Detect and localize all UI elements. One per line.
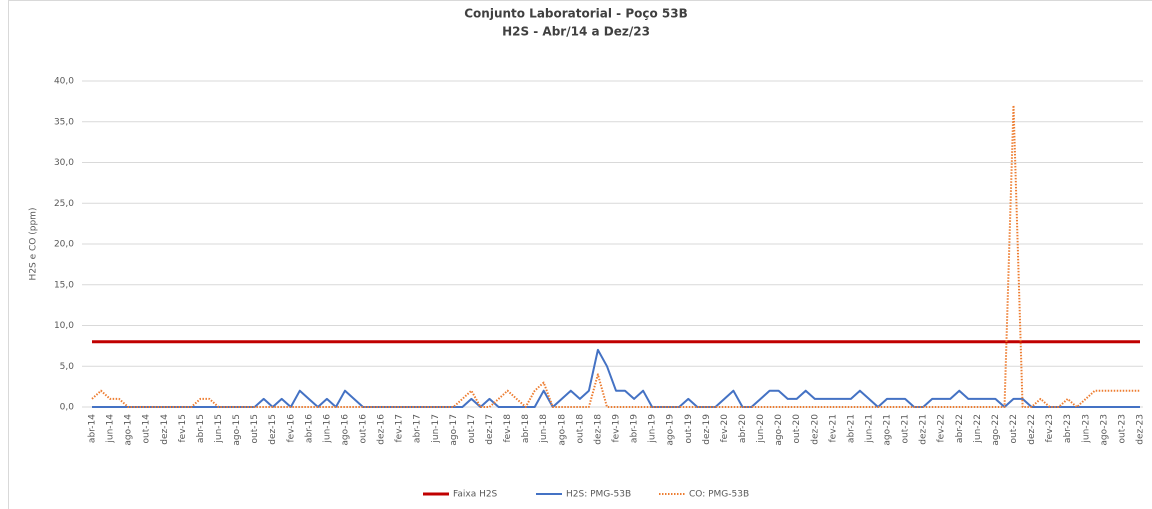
x-tick-label: fev-16 [286,414,296,443]
x-tick-label: abr-19 [630,414,640,443]
x-tick-label: out-19 [684,414,694,444]
y-axis-label: H2S e CO (ppm) [29,208,39,281]
y-tick-label: 25,0 [54,199,74,209]
x-tick-label: ago-16 [340,414,350,446]
series-line [91,104,1140,408]
x-tick-label: jun-21 [864,414,874,444]
y-tick-label: 35,0 [54,117,74,127]
legend-label: Faixa H2S [453,490,498,500]
y-tick-label: 15,0 [54,280,74,290]
chart-frame [8,0,1152,509]
x-tick-label: jun-18 [539,414,549,444]
x-tick-label: out-15 [250,414,260,443]
legend-label: CO: PMG-53B [689,490,749,500]
x-tick-label: dez-19 [702,414,712,445]
x-tick-label: dez-20 [810,414,820,445]
x-tick-label: fev-18 [503,414,513,443]
x-tick-label: out-22 [1009,414,1019,443]
x-tick-label: dez-23 [1136,414,1146,445]
x-tick-label: dez-18 [593,414,603,445]
x-tick-label: ago-18 [557,414,567,446]
x-tick-label: abr-20 [738,414,748,443]
x-tick-label: jun-17 [431,414,441,444]
legend-label: H2S: PMG-53B [566,490,631,500]
x-tick-label: jun-23 [1081,414,1091,444]
x-tick-label: abr-18 [521,414,531,443]
x-tick-label: dez-22 [1027,414,1037,445]
x-tick-label: abr-16 [304,414,314,443]
x-tick-label: out-23 [1117,414,1127,443]
x-tick-label: out-16 [359,414,369,444]
x-tick-label: jun-20 [756,414,766,444]
x-tick-label: ago-14 [124,414,134,446]
y-tick-label: 10,0 [54,321,74,331]
x-tick-label: jun-22 [973,414,983,444]
y-tick-label: 30,0 [54,158,74,168]
x-tick-label: ago-23 [1099,414,1109,446]
y-tick-label: 20,0 [54,240,74,250]
x-tick-label: fev-15 [178,414,188,443]
x-tick-label: ago-20 [774,414,784,446]
chart-title: Conjunto Laboratorial - Poço 53B [464,7,688,21]
y-tick-label: 0,0 [60,403,75,413]
x-tick-label: abr-23 [1063,414,1073,443]
x-tick-label: fev-19 [612,414,622,443]
x-tick-label: jun-16 [322,414,332,444]
x-tick-label: jun-14 [106,414,116,444]
x-tick-label: abr-21 [846,414,856,443]
x-tick-label: out-20 [792,414,802,444]
y-tick-label: 40,0 [54,77,74,87]
x-tick-label: dez-17 [485,414,495,445]
chart-subtitle: H2S - Abr/14 a Dez/23 [502,25,650,39]
x-tick-label: ago-22 [991,414,1001,446]
x-tick-label: ago-19 [666,414,676,446]
x-tick-label: dez-15 [268,414,278,445]
x-tick-label: ago-15 [232,414,242,446]
x-tick-label: abr-22 [955,414,965,443]
x-tick-label: ago-21 [883,414,893,446]
x-tick-label: jun-19 [648,414,658,444]
x-tick-label: abr-15 [196,414,206,443]
x-tick-label: dez-14 [160,414,170,445]
x-tick-label: out-21 [901,414,911,443]
y-tick-label: 5,0 [60,362,75,372]
x-tick-label: abr-14 [88,414,98,443]
x-tick-label: fev-17 [395,414,405,443]
x-tick-label: dez-16 [377,414,387,445]
x-tick-label: fev-21 [828,414,838,443]
x-tick-label: dez-21 [919,414,929,445]
x-tick-label: jun-15 [214,414,224,444]
x-tick-label: fev-22 [937,414,947,443]
x-tick-label: fev-23 [1045,414,1055,443]
x-tick-label: ago-17 [449,414,459,446]
x-tick-label: abr-17 [413,414,423,443]
x-tick-label: out-18 [575,414,585,444]
series-line [92,348,1140,408]
x-tick-label: fev-20 [720,414,730,443]
x-tick-label: out-14 [142,414,152,444]
x-tick-label: out-17 [467,414,477,443]
